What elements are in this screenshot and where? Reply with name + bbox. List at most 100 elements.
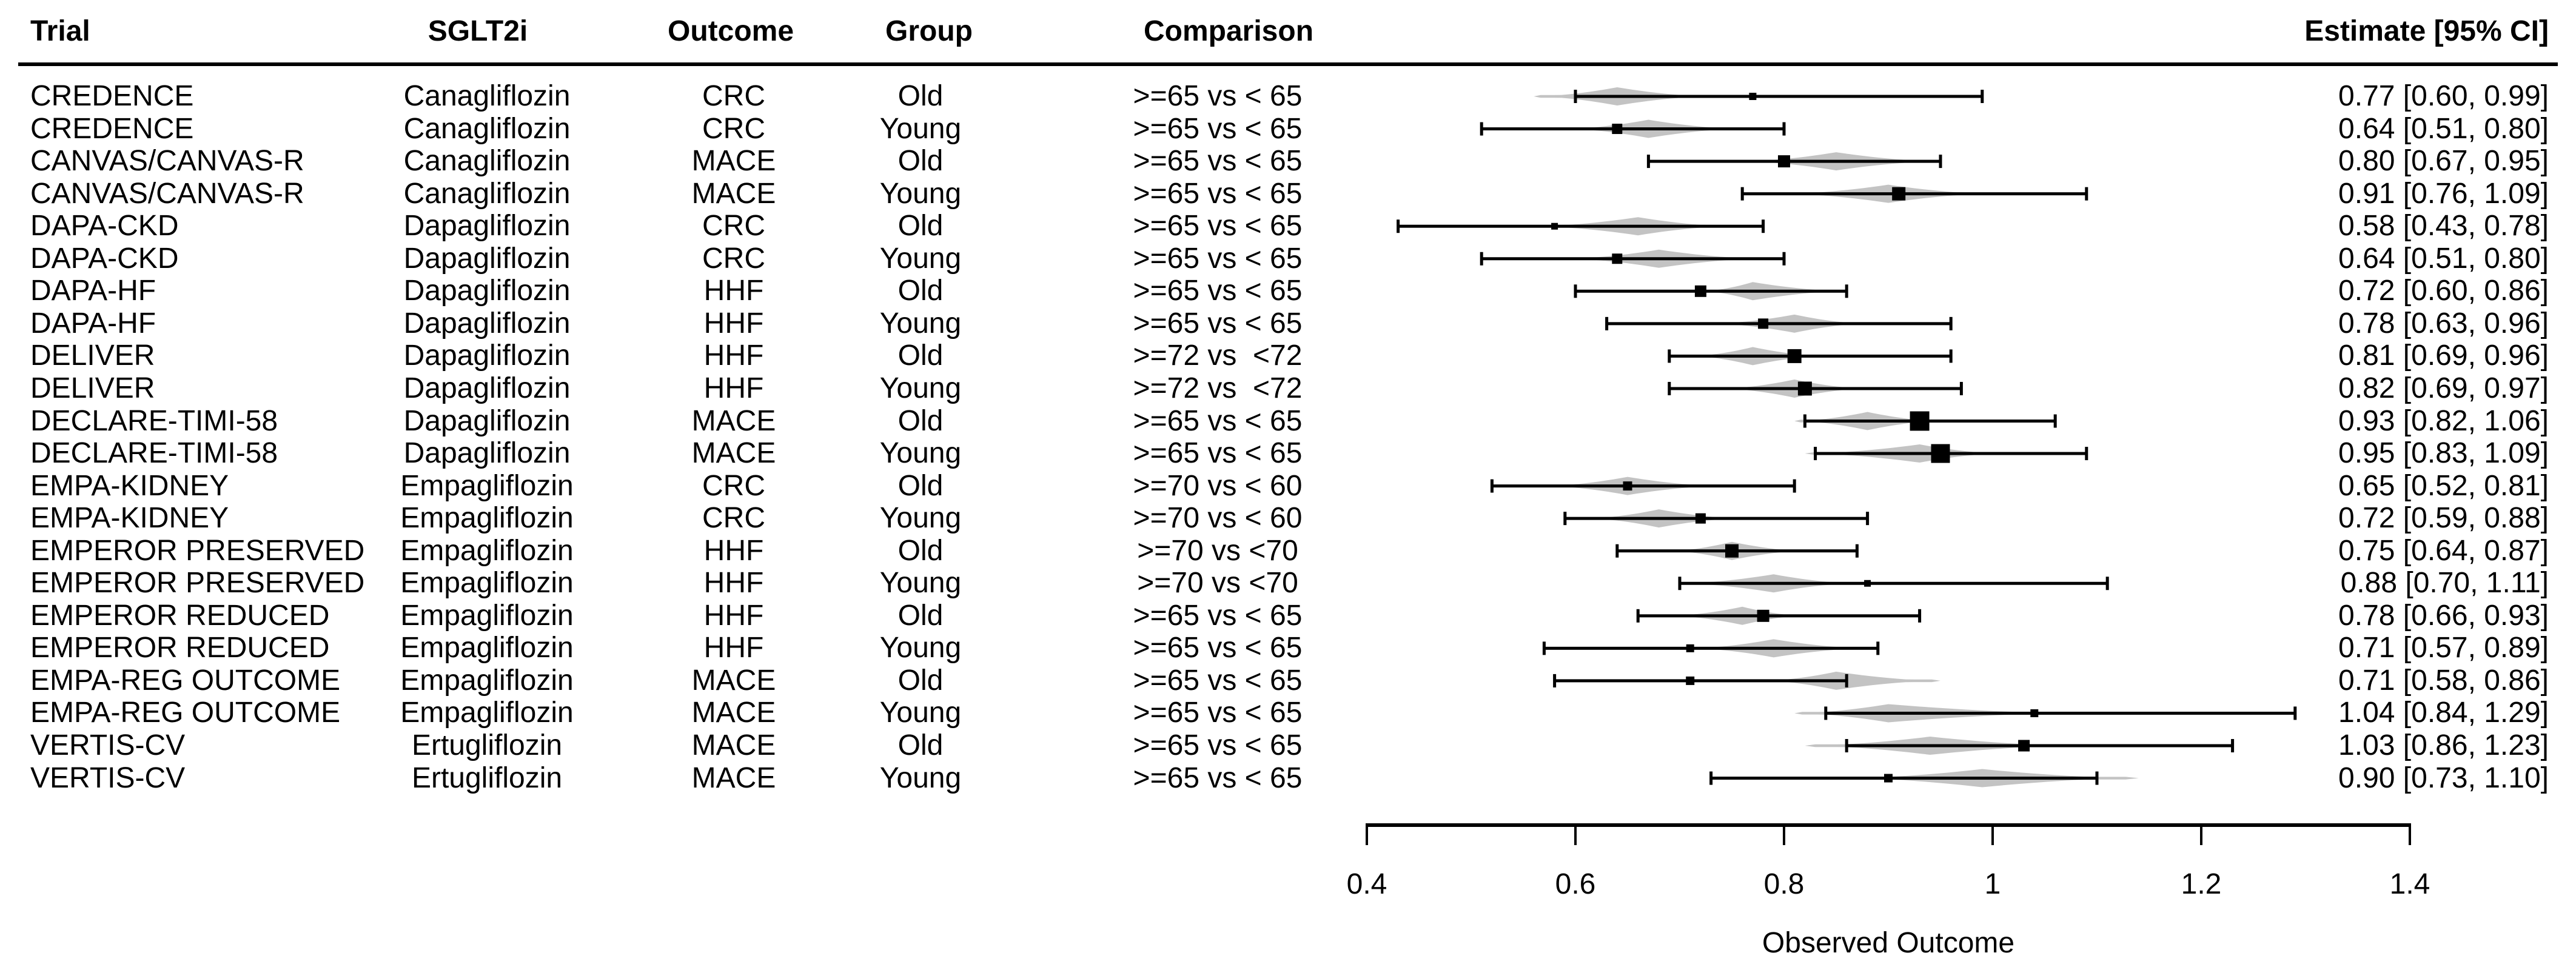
x-axis-tick bbox=[1366, 827, 1368, 845]
trial-cell: EMPA-REG OUTCOME bbox=[30, 697, 341, 729]
comparison-cell: >=65 vs < 65 bbox=[1133, 145, 1303, 178]
estimate-cell: 0.71 [0.57, 0.89] bbox=[2338, 632, 2549, 664]
ci-cap-left bbox=[1636, 609, 1640, 623]
trial-cell: EMPA-KIDNEY bbox=[30, 469, 229, 502]
outcome-cell: MACE bbox=[691, 145, 776, 178]
outcome-cell: HHF bbox=[703, 534, 764, 567]
ci-cap-right bbox=[2105, 577, 2109, 590]
estimate-cell: 1.03 [0.86, 1.23] bbox=[2338, 729, 2549, 761]
ci-cap-left bbox=[1615, 544, 1619, 558]
x-axis-tick-label: 0.8 bbox=[1763, 868, 1805, 900]
outcome-cell: CRC bbox=[702, 112, 765, 145]
ci-line bbox=[1680, 581, 2108, 585]
ci-line bbox=[1669, 387, 1962, 390]
comparison-cell: >=65 vs < 65 bbox=[1133, 80, 1303, 112]
ci-line bbox=[1492, 484, 1795, 488]
sglt2i-cell: Empagliflozin bbox=[400, 697, 574, 729]
comparison-cell: >=65 vs < 65 bbox=[1133, 632, 1303, 664]
x-axis-tick bbox=[1783, 827, 1785, 845]
comparison-cell: >=65 vs < 65 bbox=[1133, 177, 1303, 210]
group-cell: Young bbox=[879, 177, 962, 210]
ci-cap-left bbox=[1605, 316, 1609, 330]
estimate-marker bbox=[1778, 155, 1790, 168]
estimate-marker bbox=[1758, 318, 1769, 329]
group-cell: Old bbox=[897, 599, 944, 632]
estimate-cell: 0.58 [0.43, 0.78] bbox=[2338, 210, 2549, 242]
group-cell: Old bbox=[897, 275, 944, 307]
trial-cell: DELIVER bbox=[30, 340, 155, 372]
ci-cap-right bbox=[1845, 284, 1848, 298]
ci-cap-right bbox=[1855, 544, 1859, 558]
x-axis-tick-label: 1.2 bbox=[2181, 868, 2222, 900]
group-cell: Young bbox=[879, 307, 962, 340]
outcome-cell: HHF bbox=[703, 567, 764, 600]
violin-shape bbox=[1534, 217, 1732, 236]
trial-cell: DAPA-CKD bbox=[30, 210, 179, 242]
estimate-marker bbox=[1931, 444, 1950, 463]
trial-cell: DAPA-HF bbox=[30, 307, 156, 340]
outcome-cell: HHF bbox=[703, 275, 764, 307]
estimate-marker bbox=[1623, 481, 1632, 491]
group-cell: Young bbox=[879, 632, 962, 664]
ci-line bbox=[1554, 679, 1847, 683]
trial-cell: EMPEROR REDUCED bbox=[30, 632, 330, 664]
ci-cap-right bbox=[1782, 252, 1786, 266]
group-cell: Old bbox=[897, 729, 944, 761]
sglt2i-cell: Dapagliflozin bbox=[403, 340, 571, 372]
violin-shape bbox=[1690, 639, 1868, 658]
outcome-cell: HHF bbox=[703, 372, 764, 404]
estimate-marker bbox=[1694, 285, 1706, 297]
trial-cell: VERTIS-CV bbox=[30, 761, 186, 794]
sglt2i-cell: Dapagliflozin bbox=[403, 404, 571, 437]
trial-cell: DECLARE-TIMI-58 bbox=[30, 437, 278, 470]
outcome-cell: MACE bbox=[691, 437, 776, 470]
outcome-cell: CRC bbox=[702, 242, 765, 275]
column-header-comparison: Comparison bbox=[1143, 15, 1314, 47]
estimate-marker bbox=[2018, 740, 2030, 752]
group-cell: Old bbox=[897, 340, 944, 372]
ci-cap-right bbox=[2085, 447, 2088, 461]
ci-cap-left bbox=[1803, 414, 1806, 428]
estimate-marker bbox=[1864, 580, 1871, 587]
outcome-cell: CRC bbox=[702, 210, 765, 242]
group-cell: Old bbox=[897, 664, 944, 697]
trial-cell: CREDENCE bbox=[30, 80, 194, 112]
estimate-cell: 0.65 [0.52, 0.81] bbox=[2338, 469, 2549, 502]
estimate-cell: 0.81 [0.69, 0.96] bbox=[2338, 340, 2549, 372]
estimate-marker bbox=[1551, 222, 1558, 230]
comparison-cell: >=65 vs < 65 bbox=[1133, 729, 1303, 761]
estimate-cell: 0.93 [0.82, 1.06] bbox=[2338, 404, 2549, 437]
group-cell: Old bbox=[897, 80, 944, 112]
estimate-cell: 1.04 [0.84, 1.29] bbox=[2338, 697, 2549, 729]
ci-cap-left bbox=[1542, 641, 1546, 655]
column-header-estimate: Estimate [95% CI] bbox=[2304, 15, 2549, 47]
trial-cell: CREDENCE bbox=[30, 112, 194, 145]
sglt2i-cell: Canagliflozin bbox=[403, 80, 571, 112]
ci-cap-right bbox=[1876, 641, 1880, 655]
estimate-marker bbox=[1787, 349, 1802, 363]
group-cell: Young bbox=[879, 112, 962, 145]
estimate-marker bbox=[2030, 709, 2039, 717]
trial-cell: EMPA-KIDNEY bbox=[30, 502, 229, 535]
estimate-cell: 0.77 [0.60, 0.99] bbox=[2338, 80, 2549, 112]
outcome-cell: HHF bbox=[703, 632, 764, 664]
ci-cap-right bbox=[1959, 381, 1963, 395]
estimate-cell: 0.64 [0.51, 0.80] bbox=[2338, 242, 2549, 275]
estimate-cell: 0.72 [0.59, 0.88] bbox=[2338, 502, 2549, 535]
trial-cell: DAPA-CKD bbox=[30, 242, 179, 275]
violin-shape bbox=[1586, 509, 1743, 528]
estimate-cell: 0.71 [0.58, 0.86] bbox=[2338, 664, 2549, 697]
comparison-cell: >=72 vs <72 bbox=[1133, 340, 1303, 372]
ci-cap-left bbox=[1480, 122, 1483, 136]
group-cell: Young bbox=[879, 697, 962, 729]
ci-cap-left bbox=[1668, 381, 1671, 395]
estimate-cell: 0.90 [0.73, 1.10] bbox=[2338, 761, 2549, 794]
outcome-cell: CRC bbox=[702, 469, 765, 502]
x-axis-tick bbox=[1574, 827, 1577, 845]
estimate-marker bbox=[1757, 609, 1769, 622]
ci-line bbox=[1481, 127, 1784, 131]
group-cell: Young bbox=[879, 372, 962, 404]
ci-cap-right bbox=[2053, 414, 2057, 428]
x-axis-tick-label: 1.4 bbox=[2389, 868, 2430, 900]
